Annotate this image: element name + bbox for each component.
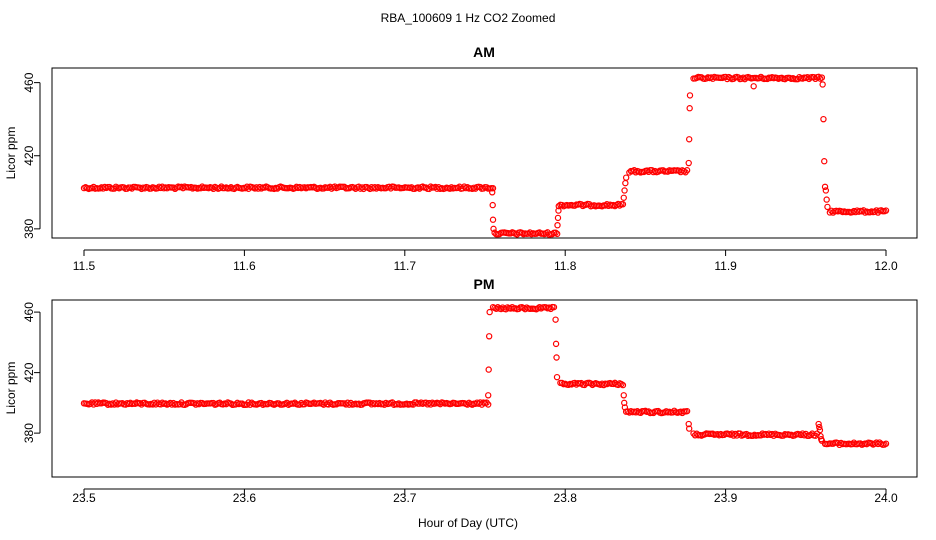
pm-y-tick-label: 420 [22, 362, 36, 382]
am-y-axis-label: Licor ppm [4, 127, 18, 180]
am-x-tick-label: 11.5 [73, 259, 96, 273]
am-transition-point [821, 183, 829, 191]
am-y-tick-label: 380 [22, 219, 36, 239]
am-transition-point [823, 196, 830, 203]
pm-axes: 23.5 23.6 23.7 23.8 23.9 24.0 380 420 460 [22, 302, 898, 505]
am-x-tick-label: 11.8 [554, 259, 577, 273]
am-transition-point [489, 201, 496, 209]
am-data-point [882, 207, 890, 214]
pm-transition-point [485, 392, 492, 399]
am-transition-point [820, 115, 827, 123]
am-y-tick-label: 420 [22, 145, 36, 165]
am-data-point [616, 202, 623, 209]
am-transition-point [622, 179, 629, 187]
pm-transition-point [485, 366, 492, 373]
pm-x-tick-label: 24.0 [874, 491, 898, 505]
pm-transition-point [815, 420, 822, 428]
pm-transition-point [553, 354, 560, 361]
am-axes: 11.5 11.6 11.7 11.8 11.9 12.0 380 420 460 [22, 72, 898, 273]
x-axis-label: Hour of Day (UTC) [418, 516, 518, 530]
pm-y-tick-label: 460 [22, 302, 36, 322]
pm-x-tick-label: 23.5 [72, 491, 96, 505]
am-x-tick-label: 11.6 [233, 259, 256, 273]
am-data-point [619, 201, 627, 208]
am-transition-point [555, 207, 562, 214]
am-transition-point [685, 159, 692, 167]
pm-transition-point [621, 404, 629, 411]
am-data-point [489, 185, 497, 192]
am-transition-point [821, 158, 828, 165]
am-data-points [80, 73, 890, 238]
pm-transition-point [685, 420, 692, 428]
pm-transition-point [485, 333, 493, 340]
am-transition-point [620, 194, 627, 201]
pm-data-point [485, 401, 492, 408]
am-transition-point [686, 92, 694, 99]
am-data-point [815, 73, 822, 81]
am-data-point [553, 230, 561, 238]
am-data-point [818, 74, 826, 81]
am-plot-frame [51, 67, 918, 239]
am-data-point [683, 167, 691, 174]
pm-plot-frame [51, 299, 918, 478]
pm-data-point [882, 440, 890, 447]
pm-transition-point [818, 437, 826, 444]
pm-x-tick-label: 23.6 [233, 491, 257, 505]
am-transition-point [554, 221, 561, 229]
am-transition-point [490, 225, 497, 233]
am-transition-point [489, 189, 496, 196]
am-transition-point [819, 81, 826, 88]
pm-transition-point [552, 316, 559, 323]
pm-x-tick-label: 23.9 [714, 491, 738, 505]
am-transition-point [685, 136, 693, 143]
am-transition-point [824, 203, 831, 211]
am-transition-point [686, 105, 693, 112]
pm-data-point [683, 407, 691, 415]
am-transition-point [822, 187, 830, 194]
pm-data-point [550, 303, 558, 311]
am-x-tick-label: 11.9 [714, 259, 737, 273]
pm-panel-title: PM [474, 276, 495, 292]
pm-y-tick-label: 380 [22, 423, 36, 443]
am-transition-point [554, 214, 562, 222]
figure-title: RBA_100609 1 Hz CO2 Zoomed [381, 11, 556, 25]
pm-x-tick-label: 23.8 [554, 491, 578, 505]
pm-transition-point [685, 425, 693, 432]
pm-transition-point [620, 392, 627, 399]
am-x-tick-label: 12.0 [874, 259, 898, 273]
pm-transition-point [816, 426, 824, 434]
pm-panel: PM Licor ppm 23.5 23.6 23.7 23.8 23.9 24.0 380… [4, 276, 918, 505]
pm-x-tick-label: 23.7 [393, 491, 417, 505]
am-transition-point [750, 83, 757, 90]
pm-transition-point [816, 423, 823, 431]
am-transition-point [489, 216, 497, 223]
pm-data-points [80, 303, 890, 449]
pm-transition-point [553, 373, 561, 381]
pm-transition-point [486, 308, 493, 316]
pm-data-point [619, 381, 627, 389]
pm-data-point [547, 305, 554, 313]
am-panel-title: AM [473, 44, 495, 60]
am-y-tick-label: 460 [22, 72, 36, 92]
am-x-tick-label: 11.7 [394, 259, 417, 273]
am-transition-point [621, 187, 628, 194]
am-panel: AM Licor ppm 11.5 11.6 11.7 11.8 11.9 12.0 380… [4, 44, 918, 273]
am-transition-point [622, 174, 630, 181]
pm-transition-point [552, 340, 560, 348]
pm-y-axis-label: Licor ppm [4, 362, 18, 415]
